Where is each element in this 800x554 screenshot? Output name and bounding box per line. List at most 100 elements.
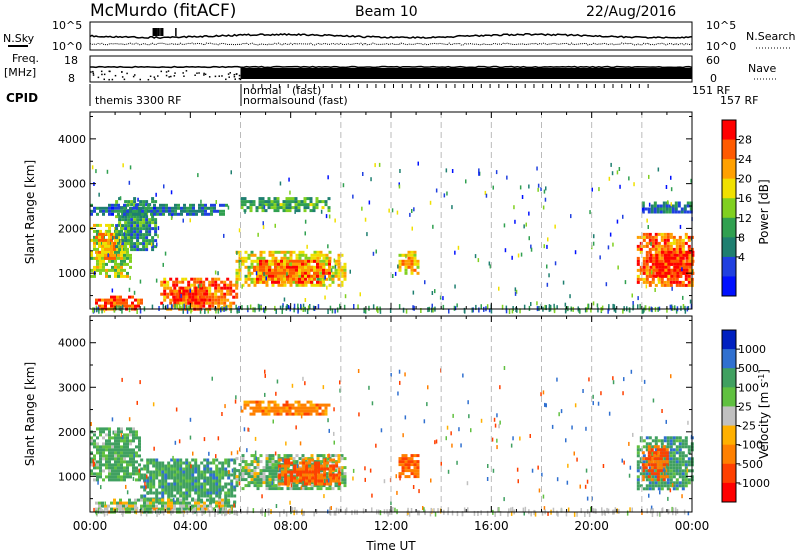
echo-cell [261,494,263,499]
echo-cell [173,488,177,492]
echo-cell [673,271,677,275]
echo-cell [316,262,319,266]
echo-cell [191,458,195,462]
echo-cell [181,301,185,305]
echo-cell [284,482,288,486]
nave-dot [203,72,205,75]
echo-cell [408,511,411,517]
echo-cell [90,238,93,242]
echo-cell [496,438,498,443]
echo-cell [328,453,330,458]
echo-cell [152,458,156,462]
echo-cell [309,406,313,410]
echo-cell [250,280,254,284]
echo-cell [238,228,241,233]
echo-cell [298,487,302,491]
echo-cell [158,479,162,483]
echo-cell [586,479,589,484]
echo-cell [120,433,123,437]
echo-cell [328,487,332,491]
echo-cell [123,451,126,455]
echo-cell [255,400,259,404]
echo-cell [662,451,666,455]
echo-cell [294,400,298,404]
echo-cell [672,448,676,452]
echo-cell [507,511,509,517]
echo-cell [118,197,122,201]
echo-cell [301,280,304,284]
echo-cell [122,163,124,168]
echo-cell [675,481,679,485]
echo-cell [377,308,379,314]
echo-cell [670,259,674,263]
echo-cell [118,221,122,225]
echo-cell [300,485,303,490]
echo-cell [343,466,347,470]
echo-cell [681,494,683,499]
echo-cell [117,274,120,278]
echo-cell [104,244,107,248]
echo-cell [672,481,676,485]
echo-cell [672,463,676,467]
echo-cell [271,454,275,458]
echo-cell [303,209,307,213]
echo-cell [673,262,677,266]
echo-cell [253,259,257,263]
echo-cell [201,212,204,216]
echo-cell [275,308,277,314]
echo-cell [144,481,146,486]
echo-cell [102,259,105,263]
echo-cell [653,451,657,455]
echo-cell [680,207,684,211]
echo-cell [197,507,200,511]
echo-cell [259,256,263,260]
echo-cell [173,479,177,483]
echo-cell [390,501,392,506]
echo-cell [120,478,123,482]
echo-cell [93,466,96,470]
echo-cell [105,442,108,446]
echo-cell [224,494,228,498]
echo-cell [264,373,266,378]
echo-cell [139,308,142,314]
echo-cell [135,433,138,437]
echo-cell [678,445,682,449]
echo-cell [139,233,143,237]
echo-cell [302,464,306,468]
echo-cell [642,235,646,239]
echo-cell [115,233,119,237]
echo-cell [221,504,224,508]
echo-cell [155,458,159,462]
echo-cell [326,482,330,486]
echo-cell [423,507,425,513]
echo-cell [678,283,682,287]
nave-dot [204,73,207,76]
echo-cell [511,255,513,260]
echo-cell [210,212,213,216]
echo-cell [135,460,138,464]
echo-cell [636,448,640,452]
echo-cell [285,200,289,204]
echo-cell [203,507,206,511]
echo-cell [113,256,116,260]
echo-cell [148,233,152,237]
echo-cell [128,498,131,502]
echo-cell [307,274,310,278]
echo-cell [322,274,325,278]
echo-cell [155,278,158,283]
echo-cell [655,265,659,269]
echo-cell [675,253,679,257]
echo-cell [123,457,126,461]
echo-cell [262,221,264,226]
echo-cell [199,292,203,296]
echo-cell [214,277,218,281]
echo-cell [133,218,137,222]
echo-cell [610,162,612,167]
echo-cell [270,203,274,207]
echo-cell [188,488,192,492]
echo-cell [618,167,621,171]
echo-cell [102,262,105,266]
echo-cell [281,305,284,311]
echo-cell [287,458,291,462]
echo-cell [290,470,294,474]
